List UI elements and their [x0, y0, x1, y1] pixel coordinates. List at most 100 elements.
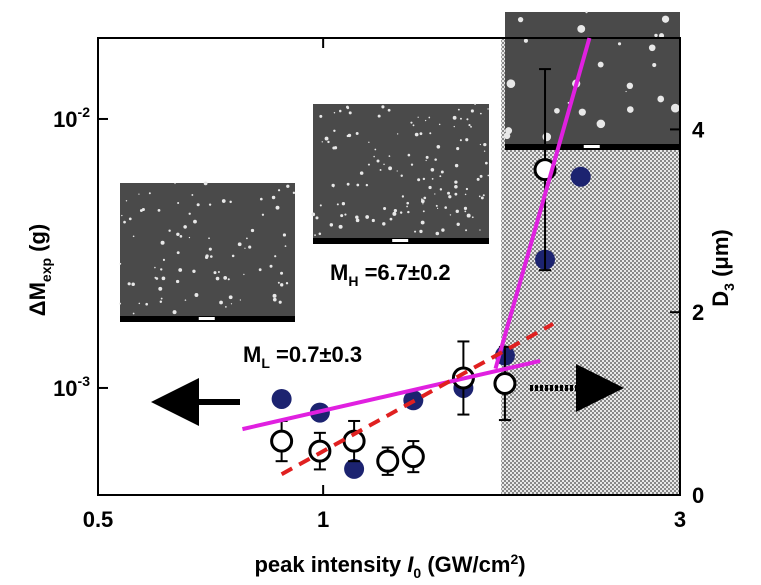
inset-speck [407, 153, 411, 157]
inset-speck [412, 124, 415, 127]
inset-speck [179, 235, 183, 238]
inset-speck [388, 166, 393, 171]
inset-speck [407, 210, 410, 214]
inset-speck [435, 231, 440, 236]
inset-speck [217, 271, 220, 273]
inset-speck [243, 273, 245, 276]
inset-image [505, 12, 680, 150]
inset-speck [286, 184, 290, 188]
inset-speck [381, 105, 385, 109]
x-tick-label: 1 [317, 507, 329, 532]
inset-speck [371, 218, 375, 223]
inset-speck [237, 242, 242, 247]
inset-speck [131, 282, 135, 286]
annotation-mh: MH =6.7±0.2 [330, 260, 451, 289]
inset-speck [422, 203, 424, 205]
inset-speck [148, 192, 151, 195]
inset-speck [193, 219, 197, 224]
inset-speck [417, 116, 419, 118]
inset-speck [478, 195, 481, 198]
inset-speck [479, 112, 482, 115]
inset-speck [311, 212, 316, 217]
inset-speck [183, 225, 187, 229]
inset-speck [154, 276, 157, 279]
inset-speck [119, 302, 122, 305]
inset-speck [435, 204, 438, 207]
inset-speck [420, 199, 425, 204]
inset-speck [274, 255, 277, 258]
inset-speck [389, 217, 393, 221]
inset-speck [219, 300, 223, 305]
inset-speck [355, 215, 359, 219]
inset-speck [393, 209, 397, 213]
inset-speck [484, 161, 488, 165]
inset-speck [523, 38, 528, 43]
inset-speck [321, 141, 323, 143]
open-marker [376, 449, 400, 473]
inset-speck [454, 163, 459, 168]
inset-speck [406, 205, 408, 208]
inset-speck [176, 232, 180, 236]
inset-speck [138, 302, 141, 305]
y-tick-base: 10 [53, 107, 77, 132]
inset-speck [449, 214, 452, 216]
inset-speck [399, 211, 403, 214]
inset-speck [172, 310, 177, 315]
inset-speck [476, 177, 480, 181]
inset-speck [123, 220, 126, 224]
inset-speck [145, 302, 148, 306]
inset-speck [208, 237, 210, 240]
y2-tick-label: 0 [692, 483, 704, 508]
inset-speck [505, 127, 513, 135]
inset-speck [346, 105, 349, 109]
inset-speck [213, 271, 217, 275]
y2-axis-title: D3 (μm) [708, 229, 737, 306]
inset-speck [388, 155, 391, 158]
inset-speck [421, 198, 423, 201]
inset-speck [154, 266, 156, 269]
inset-speck [314, 234, 316, 237]
open-marker [493, 371, 517, 395]
inset-speck [239, 299, 242, 301]
inset-speck [324, 136, 329, 141]
inset-images [119, 11, 680, 322]
annotation-ml: ML =0.7±0.3 [243, 342, 362, 371]
inset-speck [319, 204, 322, 207]
inset-speck [208, 203, 212, 206]
inset-speck [355, 131, 359, 135]
inset-speck [455, 209, 459, 213]
inset-speck [231, 254, 235, 258]
inset-speck [457, 108, 460, 111]
inset-speck [379, 169, 382, 171]
inset-speck [479, 229, 481, 231]
inset-speck [177, 201, 180, 205]
inset-speck [439, 188, 443, 191]
inset-speck [456, 222, 460, 226]
inset-speck [355, 218, 360, 223]
inset-speck [282, 233, 287, 237]
inset-speck [374, 148, 377, 151]
inset-speck [248, 245, 252, 249]
inset-speck [625, 90, 627, 93]
y2-tick-label: 2 [692, 300, 704, 325]
inset-speck [221, 199, 226, 203]
inset-speck [396, 133, 399, 135]
inset-scale-bar [198, 317, 215, 320]
inset-speck [188, 236, 191, 239]
inset-speck [178, 268, 183, 272]
inset-speck [168, 229, 171, 232]
inset-speck [365, 183, 369, 187]
inset-speck [425, 159, 427, 162]
inset-speck [367, 163, 370, 166]
inset-speck [215, 276, 220, 281]
inset-speck [626, 106, 634, 113]
inset-speck [160, 240, 165, 245]
inset-speck [479, 143, 482, 146]
x-tick-label: 0.5 [83, 507, 114, 532]
inset-speck [132, 235, 135, 238]
inset-speck [230, 303, 233, 305]
inset-speck [439, 175, 442, 178]
inset-speck [626, 82, 634, 90]
inset-speck [406, 201, 410, 205]
